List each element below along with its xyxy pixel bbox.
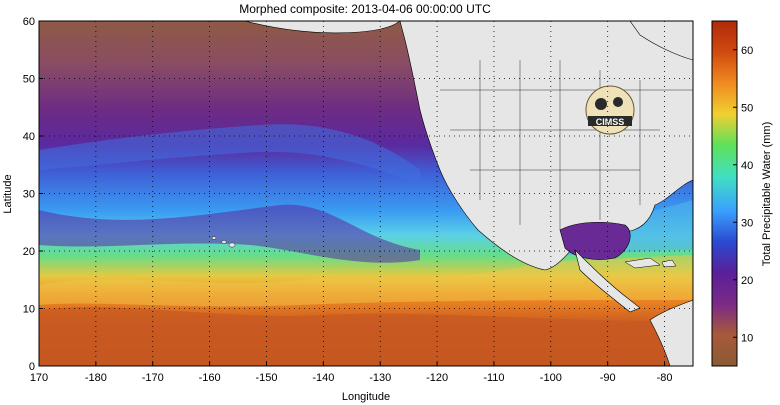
x-tick-label: -150 [255, 372, 277, 384]
y-tick-label: 20 [23, 246, 35, 258]
cimss-logo: CIMSS [585, 85, 635, 135]
x-tick-label: -130 [369, 372, 391, 384]
north-america-land [399, 21, 693, 271]
x-tick-label: -180 [85, 372, 107, 384]
x-axis: 170 -180 -170 -160 -150 -140 -130 -120 -110 -100 -… [30, 362, 673, 384]
colorbar-tick-label: 20 [741, 275, 753, 287]
colorbar-label: Total Precipitable Water (mm) [761, 122, 773, 266]
colorbar-tick-label: 10 [741, 332, 753, 344]
map-title: Morphed composite: 2013-04-06 00:00:00 U… [239, 2, 491, 16]
y-axis-title: Latitude [2, 174, 14, 213]
x-tick-label: 170 [30, 372, 48, 384]
y-tick-label: 0 [29, 361, 35, 373]
colorbar-ticks: 10 20 30 40 50 60 [733, 45, 753, 344]
colorbar: 10 20 30 40 50 60 Total Precipitable Water (m… [711, 20, 773, 367]
x-tick-label: -110 [483, 372, 504, 384]
x-tick-label: -80 [657, 372, 673, 384]
y-tick-label: 10 [23, 304, 35, 316]
x-tick-label: -160 [199, 372, 221, 384]
x-tick-label: -170 [142, 372, 164, 384]
colorbar-tick-label: 60 [741, 45, 753, 57]
y-tick-label: 30 [23, 189, 35, 201]
y-tick-label: 60 [23, 16, 35, 28]
colorbar-scale [711, 20, 738, 367]
y-tick-label: 40 [23, 131, 35, 143]
x-tick-label: -140 [312, 372, 334, 384]
x-tick-label: -90 [600, 372, 616, 384]
logo-text: CIMSS [596, 117, 625, 127]
colorbar-tick-label: 40 [741, 160, 753, 172]
hawaii-islands [211, 236, 236, 248]
colorbar-tick-label: 50 [741, 102, 753, 114]
x-axis-title: Longitude [342, 391, 390, 403]
x-tick-label: -100 [540, 372, 562, 384]
colorbar-tick-label: 30 [741, 217, 753, 229]
x-tick-label: -120 [426, 372, 448, 384]
y-tick-label: 50 [23, 74, 35, 86]
graticule [39, 21, 693, 366]
y-axis: 0 10 20 30 40 50 60 [23, 16, 43, 373]
